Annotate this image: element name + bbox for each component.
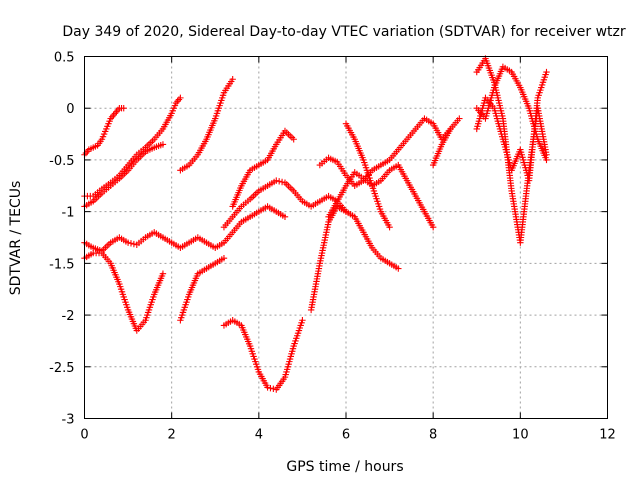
plot-frame	[84, 56, 608, 419]
series-12	[325, 161, 437, 231]
chart-title: Day 349 of 2020, Sidereal Day-to-day VTE…	[62, 24, 626, 40]
y-axis-ticks: 0.5 0 -0.5 -1 -1.5 -2 -2.5 -3	[49, 51, 608, 428]
data-point	[278, 178, 286, 186]
series-11	[316, 115, 463, 189]
data-point	[456, 115, 463, 122]
series-3	[81, 141, 167, 210]
data-point	[270, 385, 277, 393]
series-7	[177, 254, 228, 324]
data-point	[177, 94, 184, 102]
data-point	[447, 125, 454, 133]
data-point	[159, 270, 167, 277]
data-point	[290, 136, 297, 143]
x-axis-label: GPS time / hours	[286, 459, 403, 475]
data-point	[543, 156, 550, 164]
data-point	[120, 105, 127, 112]
x-tick-label: 0	[80, 428, 88, 443]
data-point	[299, 317, 306, 324]
data-point	[281, 213, 289, 221]
series-8	[220, 317, 306, 393]
data-point	[273, 177, 280, 184]
x-tick-label: 4	[255, 428, 263, 443]
series-6	[177, 76, 236, 174]
x-tick-label: 2	[168, 428, 176, 443]
data-point	[275, 178, 283, 185]
x-tick-label: 6	[342, 428, 350, 443]
data-points	[81, 55, 550, 393]
data-point	[264, 384, 271, 391]
series-18	[473, 68, 550, 184]
series-14	[307, 203, 350, 314]
y-tick-label: -2	[62, 309, 75, 324]
y-tick-label: -1.5	[49, 257, 74, 272]
y-tick-label: 0	[66, 102, 74, 117]
y-tick-label: 0.5	[54, 51, 75, 66]
y-tick-label: -3	[62, 413, 75, 428]
data-point	[267, 384, 274, 392]
data-point	[342, 208, 350, 215]
data-point	[429, 223, 437, 231]
series-4	[81, 249, 167, 334]
data-point	[386, 223, 393, 231]
y-tick-label: -1	[62, 206, 75, 221]
y-tick-label: -2.5	[49, 361, 74, 376]
series-10	[229, 127, 297, 210]
data-point	[229, 76, 236, 83]
series-5	[81, 203, 289, 255]
y-tick-label: -0.5	[49, 154, 74, 169]
y-axis-label: SDTVAR / TECUs	[8, 181, 24, 296]
series-15	[429, 125, 454, 169]
x-axis-ticks: 0 2 4 6 8 10 12	[80, 56, 616, 443]
data-point	[220, 254, 228, 262]
data-point	[124, 239, 132, 246]
data-point	[159, 141, 167, 148]
x-tick-label: 10	[512, 428, 529, 443]
series-13	[342, 120, 393, 231]
series-1	[81, 105, 127, 158]
data-point	[130, 240, 138, 248]
data-point	[127, 240, 135, 247]
x-tick-label: 8	[429, 428, 437, 443]
series-16	[473, 55, 550, 246]
data-point	[395, 265, 402, 272]
x-tick-label: 12	[599, 428, 616, 443]
data-point	[543, 68, 550, 76]
